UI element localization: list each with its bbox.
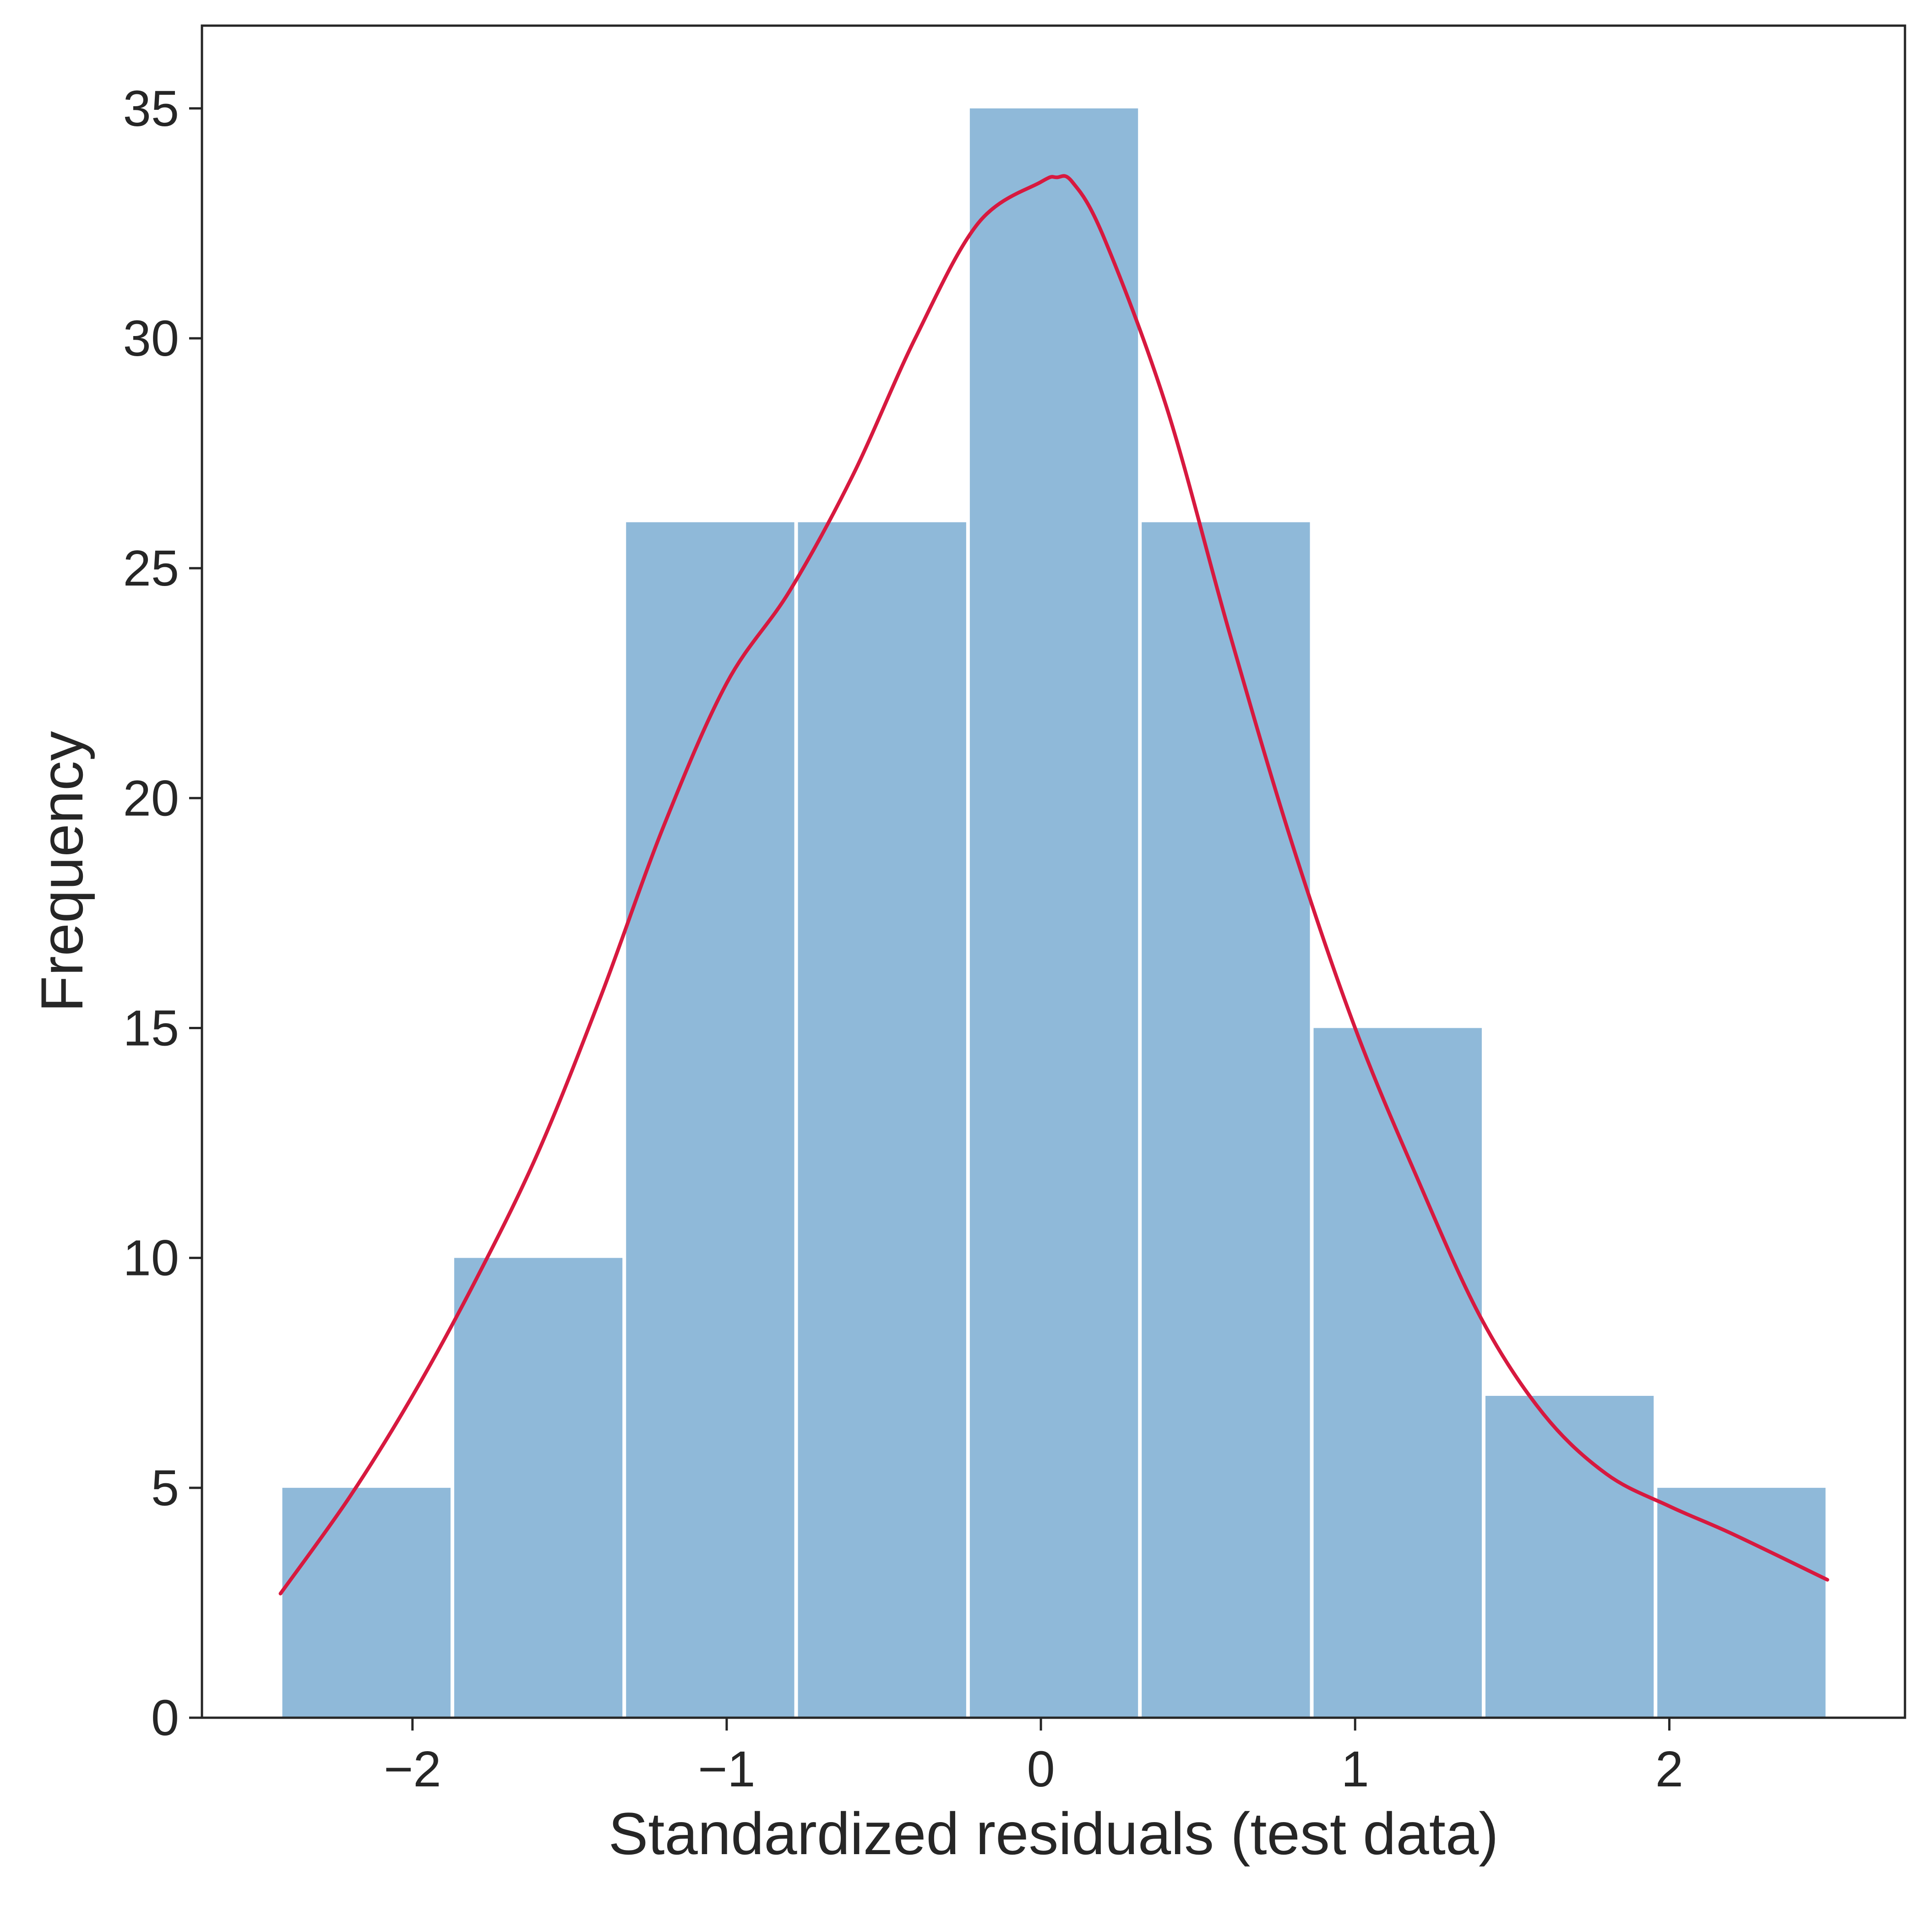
y-tick-label: 0 (151, 1690, 179, 1746)
histogram-bar (1657, 1487, 1826, 1718)
plot-frame (201, 24, 1906, 1719)
histogram-bar (798, 522, 966, 1718)
y-tick-label: 35 (123, 81, 179, 137)
y-axis-label: Frequency (28, 731, 95, 1012)
histogram-bar (282, 1487, 451, 1718)
x-axis-ticks: −2 −1 0 1 2 (384, 1718, 1683, 1797)
histogram-bars (282, 108, 1826, 1718)
histogram-bar (626, 522, 795, 1718)
y-tick-label: 10 (123, 1230, 179, 1286)
y-tick-label: 5 (151, 1460, 179, 1516)
y-tick-label: 30 (123, 310, 179, 367)
y-tick-label: 15 (123, 1000, 179, 1056)
x-tick-label: −1 (698, 1741, 755, 1797)
histogram-bar (1313, 1028, 1482, 1718)
x-tick-label: 2 (1655, 1741, 1683, 1797)
y-axis-ticks: 0 5 10 15 20 25 30 35 (123, 81, 202, 1746)
histogram-bar (454, 1258, 623, 1718)
histogram-bar (969, 108, 1138, 1718)
x-tick-label: −2 (384, 1741, 441, 1797)
histogram-bar (1142, 522, 1310, 1718)
y-tick-label: 20 (123, 770, 179, 826)
x-tick-label: 0 (1027, 1741, 1055, 1797)
x-tick-label: 1 (1341, 1741, 1369, 1797)
x-axis-label: Standardized residuals (test data) (609, 1800, 1499, 1867)
kde-curve (278, 174, 1829, 1595)
y-tick-label: 25 (123, 540, 179, 597)
histogram-bar (1485, 1395, 1654, 1718)
